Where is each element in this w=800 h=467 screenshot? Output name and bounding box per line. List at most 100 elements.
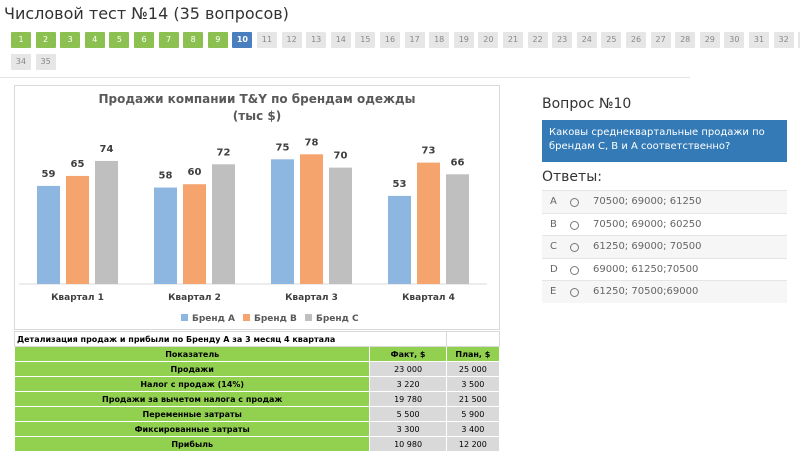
page-button[interactable]: 34 bbox=[11, 54, 31, 70]
table-cell: Налог с продаж (14%) bbox=[13, 376, 371, 392]
table-row: Прибыль 10 980 12 200 bbox=[13, 436, 501, 452]
option-letter: D bbox=[550, 263, 558, 275]
radio-button[interactable] bbox=[570, 198, 579, 207]
table-cell: 3 500 bbox=[445, 376, 501, 392]
page-button[interactable]: 2 bbox=[35, 32, 56, 48]
legend-swatch bbox=[181, 314, 188, 321]
table-cell: Продажи за вычетом налога с продаж bbox=[13, 391, 371, 407]
page-button[interactable]: 32 bbox=[773, 32, 794, 48]
page-button[interactable]: 33 bbox=[798, 32, 800, 48]
bar bbox=[37, 185, 60, 284]
page-button[interactable]: 7 bbox=[158, 32, 179, 48]
x-tick-label: Квартал 2 bbox=[168, 293, 221, 303]
table-cell: 3 400 bbox=[445, 421, 501, 437]
chart-frame: Продажи компании T&Y по брендам одежды (… bbox=[14, 85, 500, 330]
page-button[interactable]: 15 bbox=[355, 32, 376, 48]
page-button[interactable]: 5 bbox=[109, 32, 130, 48]
header-cell: План, $ bbox=[445, 346, 501, 362]
table-title-empty bbox=[445, 331, 501, 347]
value-label: 53 bbox=[393, 179, 407, 190]
answer-option[interactable]: E 61250; 70500;69000 bbox=[542, 280, 787, 303]
value-label: 60 bbox=[188, 167, 202, 178]
page-button[interactable]: 18 bbox=[429, 32, 450, 48]
page-button[interactable]: 35 bbox=[35, 54, 56, 70]
answer-option[interactable]: A 70500; 69000; 61250 bbox=[542, 190, 787, 213]
answer-option[interactable]: C 61250; 69000; 70500 bbox=[542, 235, 787, 258]
table-row: Налог с продаж (14%) 3 220 3 500 bbox=[13, 376, 501, 392]
option-text: 70500; 69000; 60250 bbox=[593, 218, 702, 230]
option-text: 61250; 69000; 70500 bbox=[593, 241, 702, 252]
table-cell: 10 980 bbox=[369, 436, 447, 452]
table-cell: 12 200 bbox=[445, 436, 501, 452]
option-text: 70500; 69000; 61250 bbox=[593, 196, 702, 207]
bar bbox=[388, 195, 411, 284]
page-button[interactable]: 28 bbox=[675, 32, 696, 48]
table-cell: 5 500 bbox=[369, 406, 447, 422]
legend-swatch bbox=[305, 314, 312, 321]
page-button[interactable]: 14 bbox=[330, 32, 351, 48]
page-button[interactable]: 29 bbox=[699, 32, 720, 48]
bar bbox=[95, 160, 118, 284]
separator bbox=[0, 77, 690, 78]
page-button[interactable]: 23 bbox=[552, 32, 573, 48]
answers-label: Ответы: bbox=[542, 169, 602, 185]
page-button[interactable]: 26 bbox=[626, 32, 646, 48]
test-title: Числовой тест №14 (35 вопросов) bbox=[4, 4, 289, 23]
page-button[interactable]: 6 bbox=[134, 32, 154, 48]
legend-swatch bbox=[243, 314, 250, 321]
page-button[interactable]: 27 bbox=[650, 32, 671, 48]
page-button[interactable]: 22 bbox=[527, 32, 548, 48]
page-button[interactable]: 16 bbox=[380, 32, 400, 48]
page-button[interactable]: 1 bbox=[11, 32, 31, 48]
page-button[interactable]: 10 bbox=[232, 32, 253, 48]
page-button[interactable]: 3 bbox=[60, 32, 81, 48]
page-button[interactable]: 11 bbox=[257, 32, 277, 48]
x-tick-label: Квартал 4 bbox=[402, 293, 455, 303]
table-row: Фиксированные затраты 3 300 3 400 bbox=[13, 421, 501, 437]
table-cell: 3 300 bbox=[369, 421, 447, 437]
page-button[interactable]: 24 bbox=[576, 32, 597, 48]
radio-button[interactable] bbox=[570, 265, 579, 275]
table-title-row: Детализация продаж и прибыли по Бренду А… bbox=[14, 331, 501, 347]
page-button[interactable]: 9 bbox=[207, 32, 228, 48]
radio-button[interactable] bbox=[570, 288, 579, 297]
table-cell: 23 000 bbox=[369, 361, 447, 377]
value-label: 72 bbox=[217, 147, 231, 158]
table-row: Переменные затраты 5 500 5 900 bbox=[13, 406, 501, 422]
value-label: 65 bbox=[71, 159, 85, 170]
page-button[interactable]: 4 bbox=[84, 32, 105, 48]
table-header: Показатель Факт, $ План, $ bbox=[13, 346, 501, 362]
chart-subtitle: (тыс $) bbox=[233, 109, 281, 123]
value-label: 75 bbox=[276, 142, 290, 153]
question-text: Каковы среднеквартальные продажи по брен… bbox=[542, 120, 787, 162]
page-button[interactable]: 8 bbox=[183, 32, 204, 48]
value-label: 73 bbox=[422, 146, 436, 157]
radio-button[interactable] bbox=[570, 220, 579, 230]
page-button[interactable]: 17 bbox=[404, 32, 425, 48]
page-button[interactable]: 19 bbox=[453, 32, 474, 48]
x-tick-label: Квартал 3 bbox=[285, 293, 338, 303]
option-text: 61250; 70500;69000 bbox=[593, 286, 699, 297]
table-cell: 5 900 bbox=[445, 406, 501, 422]
table-cell: Фиксированные затраты bbox=[13, 421, 371, 437]
answer-option[interactable]: D 69000; 61250;70500 bbox=[542, 257, 787, 281]
table-cell: 3 220 bbox=[369, 376, 447, 392]
page-button[interactable]: 12 bbox=[281, 32, 302, 48]
page-button[interactable]: 25 bbox=[601, 32, 622, 48]
bar bbox=[271, 159, 294, 284]
table-cell: 19 780 bbox=[369, 391, 447, 407]
option-letter: A bbox=[550, 196, 557, 207]
legend-label: Бренд C bbox=[316, 314, 359, 324]
x-tick-label: Квартал 1 bbox=[51, 293, 104, 303]
page-button[interactable]: 31 bbox=[749, 32, 769, 48]
page-button[interactable]: 13 bbox=[306, 32, 327, 48]
page-button[interactable]: 20 bbox=[478, 32, 499, 48]
question-title: Вопрос №10 bbox=[542, 96, 632, 112]
value-label: 78 bbox=[305, 137, 319, 148]
page-button[interactable]: 21 bbox=[503, 32, 523, 48]
page-button[interactable]: 30 bbox=[724, 32, 745, 48]
table-cell: 21 500 bbox=[445, 391, 501, 407]
answer-option[interactable]: B 70500; 69000; 60250 bbox=[542, 212, 787, 236]
bar bbox=[183, 184, 206, 284]
radio-button[interactable] bbox=[570, 243, 579, 252]
